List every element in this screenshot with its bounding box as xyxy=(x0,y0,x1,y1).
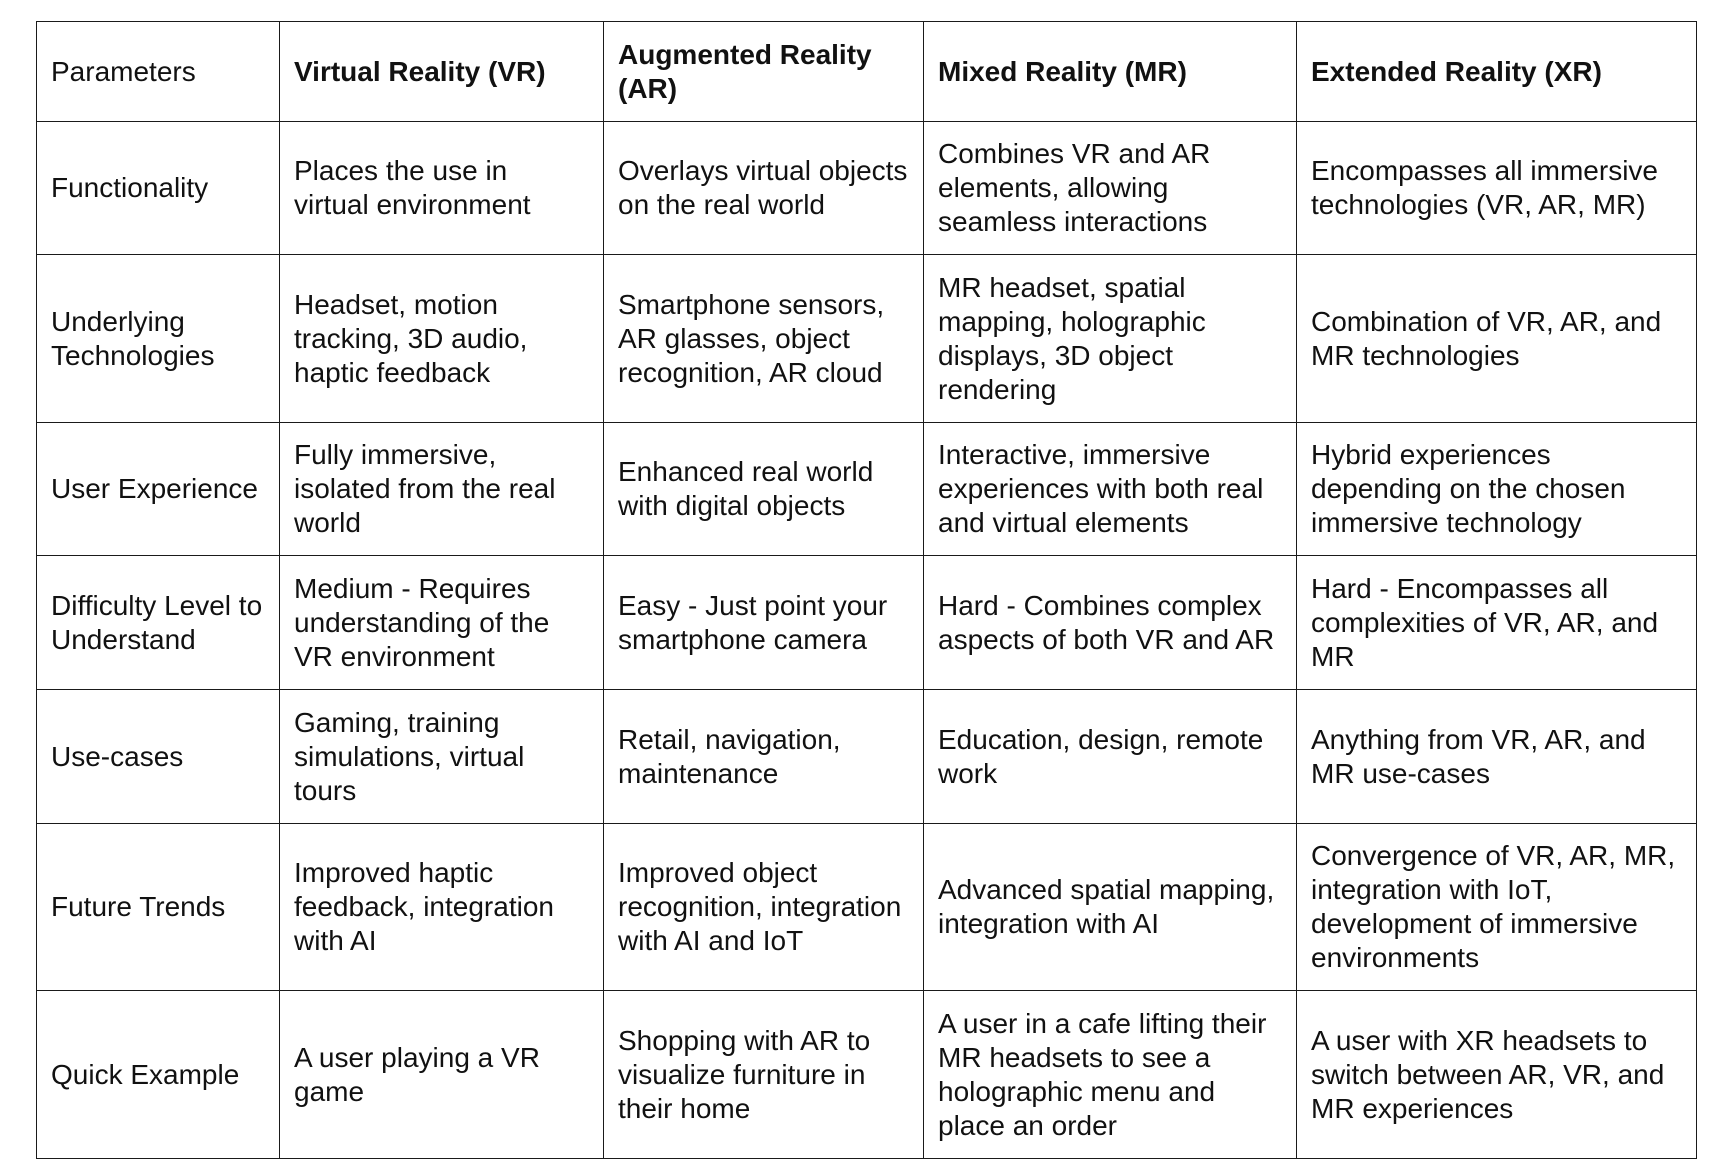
table-cell: Shopping with AR to visualize furniture … xyxy=(603,990,924,1159)
table-cell: A user in a cafe lifting their MR headse… xyxy=(923,990,1297,1159)
table-cell: Improved haptic feedback, integration wi… xyxy=(279,823,604,991)
row-label-cell: User Experience xyxy=(36,422,280,556)
table-cell: Smartphone sensors, AR glasses, object r… xyxy=(603,254,924,423)
header-cell-vr: Virtual Reality (VR) xyxy=(279,21,604,122)
table-header-row: Parameters Virtual Reality (VR) Augmente… xyxy=(36,21,1697,122)
table-cell: Headset, motion tracking, 3D audio, hapt… xyxy=(279,254,604,423)
row-label-cell: Difficulty Level to Understand xyxy=(36,555,280,690)
row-label-cell: Use-cases xyxy=(36,689,280,824)
table-cell: Advanced spatial mapping, integration wi… xyxy=(923,823,1297,991)
table-cell: Education, design, remote work xyxy=(923,689,1297,824)
table-cell: A user with XR headsets to switch betwee… xyxy=(1296,990,1697,1159)
table-cell: Easy - Just point your smartphone camera xyxy=(603,555,924,690)
table-row: User Experience Fully immersive, isolate… xyxy=(36,422,1697,556)
table-row: Quick Example A user playing a VR game S… xyxy=(36,990,1697,1159)
table-cell: A user playing a VR game xyxy=(279,990,604,1159)
table-cell: Medium - Requires understanding of the V… xyxy=(279,555,604,690)
table-cell: Encompasses all immersive technologies (… xyxy=(1296,121,1697,255)
comparison-table: Parameters Virtual Reality (VR) Augmente… xyxy=(36,21,1697,1159)
table-cell: Fully immersive, isolated from the real … xyxy=(279,422,604,556)
table-cell: Combination of VR, AR, and MR technologi… xyxy=(1296,254,1697,423)
table-row: Use-cases Gaming, training simulations, … xyxy=(36,689,1697,824)
header-cell-parameters: Parameters xyxy=(36,21,280,122)
table-cell: Hard - Encompasses all complexities of V… xyxy=(1296,555,1697,690)
table-row: Future Trends Improved haptic feedback, … xyxy=(36,823,1697,991)
table-cell: Interactive, immersive experiences with … xyxy=(923,422,1297,556)
header-cell-ar: Augmented Reality (AR) xyxy=(603,21,924,122)
table-row: Underlying Technologies Headset, motion … xyxy=(36,254,1697,423)
header-cell-xr: Extended Reality (XR) xyxy=(1296,21,1697,122)
table-cell: Gaming, training simulations, virtual to… xyxy=(279,689,604,824)
table-cell: Retail, navigation, maintenance xyxy=(603,689,924,824)
table-cell: MR headset, spatial mapping, holographic… xyxy=(923,254,1297,423)
header-cell-mr: Mixed Reality (MR) xyxy=(923,21,1297,122)
table-row: Difficulty Level to Understand Medium - … xyxy=(36,555,1697,690)
table-cell: Places the use in virtual environment xyxy=(279,121,604,255)
table-cell: Improved object recognition, integration… xyxy=(603,823,924,991)
row-label-cell: Future Trends xyxy=(36,823,280,991)
table-cell: Hard - Combines complex aspects of both … xyxy=(923,555,1297,690)
table-cell: Anything from VR, AR, and MR use-cases xyxy=(1296,689,1697,824)
table-cell: Enhanced real world with digital objects xyxy=(603,422,924,556)
table-cell: Combines VR and AR elements, allowing se… xyxy=(923,121,1297,255)
row-label-cell: Functionality xyxy=(36,121,280,255)
row-label-cell: Quick Example xyxy=(36,990,280,1159)
table-row: Functionality Places the use in virtual … xyxy=(36,121,1697,255)
table-cell: Convergence of VR, AR, MR, integration w… xyxy=(1296,823,1697,991)
table-cell: Hybrid experiences depending on the chos… xyxy=(1296,422,1697,556)
table-cell: Overlays virtual objects on the real wor… xyxy=(603,121,924,255)
row-label-cell: Underlying Technologies xyxy=(36,254,280,423)
